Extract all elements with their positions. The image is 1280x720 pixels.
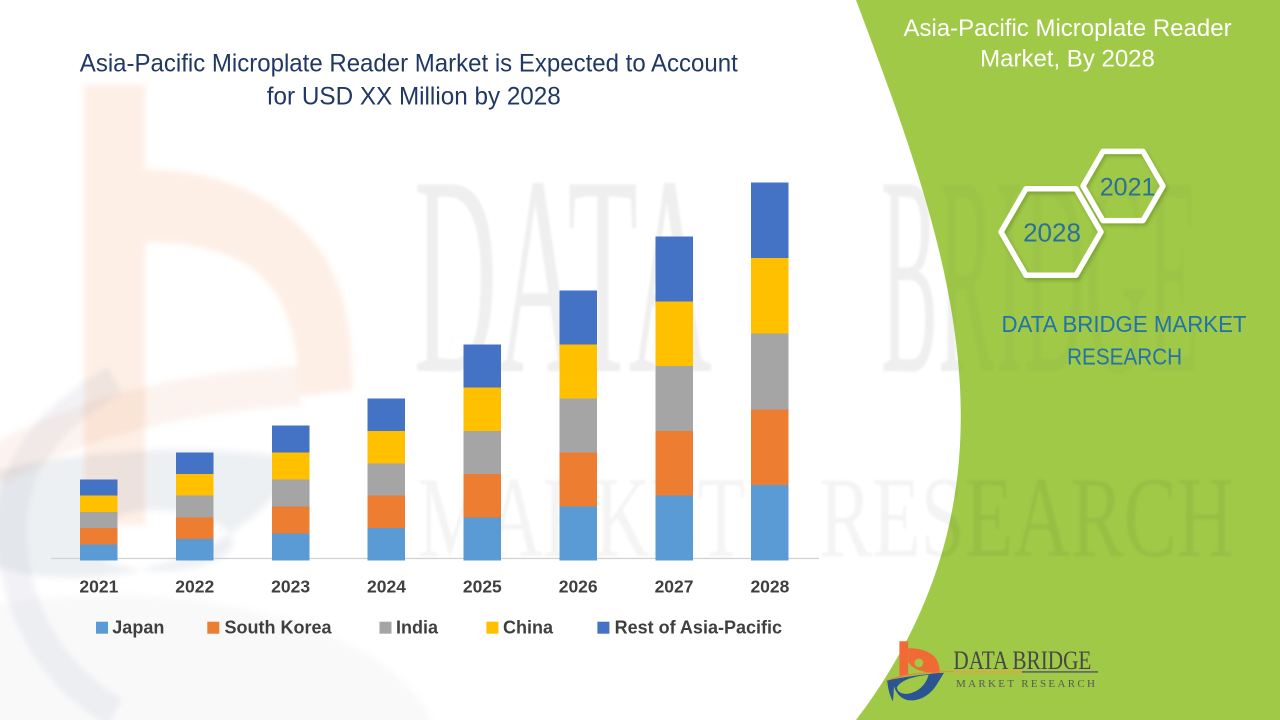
svg-text:South Korea: South Korea: [225, 618, 333, 638]
svg-text:RESEARCH: RESEARCH: [819, 454, 1234, 582]
svg-text:DATA BRIDGE MARKET: DATA BRIDGE MARKET: [1002, 311, 1247, 337]
svg-text:Asia-Pacific Microplate Reader: Asia-Pacific Microplate Reader: [903, 15, 1231, 42]
svg-text:2026: 2026: [559, 577, 598, 597]
svg-text:2022: 2022: [175, 577, 214, 597]
svg-text:2025: 2025: [463, 577, 502, 597]
svg-text:2024: 2024: [367, 577, 406, 597]
svg-text:2021: 2021: [79, 577, 118, 597]
svg-text:2023: 2023: [271, 577, 310, 597]
svg-text:2028: 2028: [1023, 218, 1081, 248]
svg-text:Japan: Japan: [112, 618, 164, 638]
svg-text:China: China: [503, 618, 554, 638]
svg-text:MARKET RESEARCH: MARKET RESEARCH: [956, 678, 1095, 690]
svg-text:2028: 2028: [750, 577, 789, 597]
svg-text:RESEARCH: RESEARCH: [1067, 344, 1182, 370]
svg-text:Rest of Asia-Pacific: Rest of Asia-Pacific: [615, 618, 782, 638]
svg-text:Asia-Pacific Microplate Reader: Asia-Pacific Microplate Reader Market is…: [80, 50, 738, 78]
svg-text:2021: 2021: [1100, 174, 1156, 202]
svg-text:for USD XX Million by 2028: for USD XX Million by 2028: [267, 83, 561, 111]
svg-text:2027: 2027: [655, 577, 694, 597]
svg-text:India: India: [396, 618, 439, 638]
svg-text:DATA BRIDGE: DATA BRIDGE: [953, 646, 1091, 675]
svg-text:Market, By 2028: Market, By 2028: [980, 46, 1155, 73]
